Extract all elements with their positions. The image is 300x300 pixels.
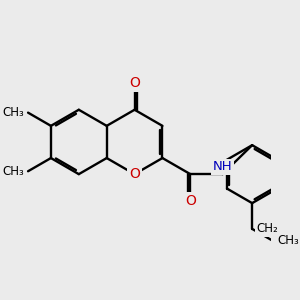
Text: CH₂: CH₂ xyxy=(256,222,278,236)
Text: O: O xyxy=(129,167,140,181)
Text: O: O xyxy=(129,76,140,90)
Text: O: O xyxy=(185,194,196,208)
Text: CH₃: CH₃ xyxy=(3,106,25,119)
Text: NH: NH xyxy=(213,160,232,173)
Text: CH₃: CH₃ xyxy=(3,165,25,178)
Text: CH₃: CH₃ xyxy=(278,235,299,248)
